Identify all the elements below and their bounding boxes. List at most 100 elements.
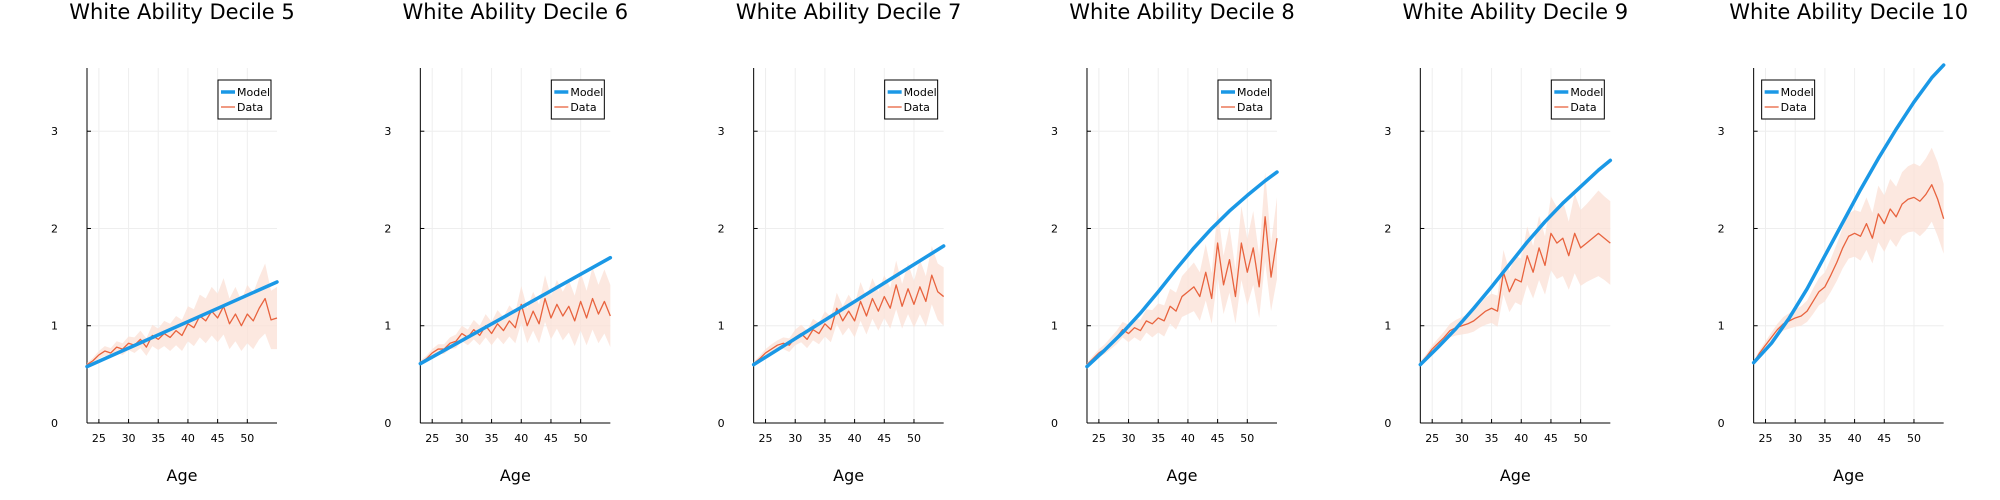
x-tick-label: 35 [818,432,832,445]
data-series-line [419,297,611,364]
model-series-line [1751,63,1946,365]
y-tick-label: 1 [1051,320,1058,333]
x-tick-label: 25 [425,432,439,445]
model-series-line [751,244,946,367]
model-series-line [1085,170,1279,369]
legend-model-label: Model [1570,86,1603,99]
x-tick-label: 30 [455,432,469,445]
data-series-line [86,297,278,366]
legend: Model Data [1550,79,1605,120]
y-tick-label: 0 [1051,417,1058,430]
x-tick-label: 45 [1544,432,1558,445]
panel-4: White Ability Decile 8 25 30 35 40 45 50 0 1 2 3 Ag… [1051,0,1295,485]
panel-5: White Ability Decile 9 25 30 35 40 45 50 0 1 2 3 Ag… [1384,0,1628,485]
y-tick-label: 0 [718,417,725,430]
x-tick-label: 45 [877,432,891,445]
y-tick-label: 2 [1718,222,1725,235]
legend: Model Data [1217,79,1272,120]
chart-title: White Ability Decile 8 [1069,0,1295,24]
x-axis-label: Age [167,466,198,485]
x-tick-label: 30 [1788,432,1802,445]
y-tick-label: 1 [1718,320,1725,333]
x-tick-label: 30 [122,432,136,445]
y-tick-label: 1 [384,320,391,333]
x-axis-label: Age [833,466,864,485]
x-tick-label: 50 [907,432,921,445]
y-tick-label: 3 [718,125,725,138]
x-tick-label: 25 [1425,432,1439,445]
x-tick-label: 30 [1122,432,1136,445]
x-tick-label: 45 [544,432,558,445]
data-confidence-band [1753,147,1944,365]
y-tick-label: 3 [1384,125,1391,138]
chart-title: White Ability Decile 6 [403,0,629,24]
x-tick-label: 40 [1181,432,1195,445]
legend-model-label: Model [1237,86,1270,99]
y-tick-label: 3 [1718,125,1725,138]
x-tick-label: 50 [1574,432,1588,445]
x-tick-label: 40 [514,432,528,445]
x-tick-label: 25 [92,432,106,445]
legend-box [1761,79,1816,120]
x-tick-label: 50 [1907,432,1921,445]
y-tick-label: 0 [384,417,391,430]
legend-box [1217,79,1272,120]
chart-title: White Ability Decile 9 [1403,0,1629,24]
legend-data-label: Data [904,101,930,114]
y-tick-label: 2 [51,222,58,235]
legend-data-label: Data [1237,101,1263,114]
x-tick-label: 30 [788,432,802,445]
model-series-line [85,280,279,369]
legend-model-label: Model [1781,86,1814,99]
panel-6: White Ability Decile 10 25 30 35 40 45 50 0 1 2 3 A… [1718,0,1968,485]
y-tick-label: 0 [1384,417,1391,430]
y-tick-label: 2 [384,222,391,235]
data-series-line [1419,232,1611,365]
y-tick-label: 3 [51,125,58,138]
y-tick-label: 3 [384,125,391,138]
panel-1: White Ability Decile 5 25 30 35 40 45 50 0 1 2 3 Ag… [51,0,295,485]
x-tick-label: 35 [1151,432,1165,445]
legend: Model Data [217,79,272,120]
panel-3: White Ability Decile 7 25 30 35 40 45 50 0 1 2 3 Ag… [718,0,962,485]
legend: Model Data [1761,79,1816,120]
x-tick-label: 25 [1092,432,1106,445]
x-tick-label: 35 [1485,432,1499,445]
x-tick-label: 35 [485,432,499,445]
y-tick-label: 1 [718,320,725,333]
y-tick-label: 2 [1384,222,1391,235]
x-tick-label: 25 [759,432,773,445]
y-tick-label: 0 [1718,417,1725,430]
data-confidence-band [1420,190,1611,366]
chart-title: White Ability Decile 10 [1729,0,1968,24]
x-axis-label: Age [1500,466,1531,485]
legend-model-label: Model [904,86,937,99]
chart-title: White Ability Decile 7 [736,0,962,24]
x-tick-label: 40 [181,432,195,445]
y-tick-label: 2 [1051,222,1058,235]
legend-data-label: Data [570,101,596,114]
legend-data-label: Data [237,101,263,114]
legend-box [1550,79,1605,120]
x-tick-label: 45 [211,432,225,445]
legend: Model Data [884,79,939,120]
x-tick-label: 40 [1514,432,1528,445]
legend-model-label: Model [570,86,603,99]
x-tick-label: 35 [151,432,165,445]
model-series-line [1418,158,1613,367]
x-tick-label: 50 [1240,432,1254,445]
model-series-line [418,255,613,366]
chart-title: White Ability Decile 5 [69,0,295,24]
x-tick-label: 50 [574,432,588,445]
y-tick-label: 2 [718,222,725,235]
x-axis-label: Age [500,466,531,485]
x-tick-label: 45 [1877,432,1891,445]
x-tick-label: 45 [1211,432,1225,445]
x-tick-label: 40 [1848,432,1862,445]
y-tick-label: 1 [1384,320,1391,333]
x-tick-label: 50 [240,432,254,445]
legend-data-label: Data [1570,101,1596,114]
x-tick-label: 25 [1759,432,1773,445]
x-axis-label: Age [1833,466,1864,485]
